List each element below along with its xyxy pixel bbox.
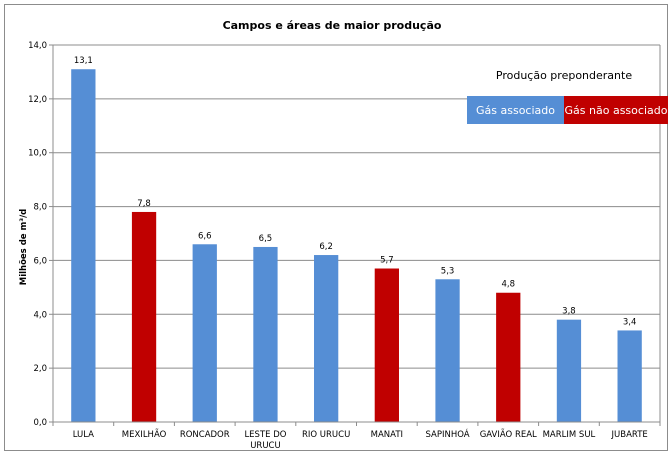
- y-tick-label: 2,0: [33, 364, 47, 374]
- bar-sapinho-: [435, 279, 460, 422]
- x-axis: LULA MEXILHÃO RONCADOR LESTE DO URUCU RIO URU…: [52, 421, 661, 451]
- bar-leste-do-urucu: [253, 246, 278, 422]
- x-tick-label: RONCADOR: [180, 430, 230, 440]
- data-label: 6,6: [198, 231, 212, 241]
- x-tick-label: MEXILHÃO: [122, 429, 167, 440]
- bar-rio-urucu: [314, 255, 339, 422]
- bar-gavi-o-real: [496, 292, 521, 422]
- bar-marlim-sul: [556, 319, 582, 422]
- x-tick-label: JUBARTE: [611, 430, 648, 440]
- x-tick-label: LULA: [73, 430, 94, 440]
- data-label: 5,7: [380, 256, 394, 266]
- bar-manati: [374, 268, 399, 422]
- bar-lula: [71, 69, 96, 422]
- y-axis-label: Milhões de m³/d: [19, 209, 29, 286]
- legend-title: Produção preponderante: [496, 69, 632, 82]
- x-tick-label: RIO URUCU: [302, 430, 350, 440]
- x-tick-label: SAPINHOÁ: [425, 428, 469, 440]
- legend-swatch-non_assoc: [564, 96, 668, 124]
- x-tick-label: GAVIÃO REAL: [480, 429, 537, 440]
- y-tick-label: 12,0: [28, 95, 47, 105]
- data-label: 3,4: [623, 317, 637, 327]
- y-tick-label: 4,0: [33, 310, 47, 320]
- data-label: 5,3: [441, 266, 455, 276]
- data-label: 3,8: [562, 307, 576, 317]
- x-tick-label: MARLIM SUL: [543, 430, 596, 440]
- bars: 13,1 7,8 6,6 6,5 6,2 5,7 5,3 4,8 3,8 3,4: [71, 56, 642, 422]
- bar-chart: Campos e áreas de maior produção 0,0 2,0 4…: [19, 19, 668, 451]
- data-label: 13,1: [74, 56, 93, 66]
- x-tick-label: LESTE DO URUCU: [244, 430, 286, 451]
- y-tick-label: 8,0: [33, 203, 47, 213]
- chart-title: Campos e áreas de maior produção: [223, 19, 442, 32]
- bar-roncador: [192, 244, 217, 422]
- chart-frame: Campos e áreas de maior produção 0,0 2,0 4…: [4, 4, 668, 451]
- data-label: 4,8: [501, 280, 515, 290]
- data-label: 7,8: [137, 199, 151, 209]
- legend-swatch-assoc: [467, 96, 564, 124]
- y-tick-label: 14,0: [28, 41, 47, 51]
- y-tick-label: 6,0: [33, 256, 47, 266]
- data-label: 6,5: [259, 234, 273, 244]
- y-axis: 0,0 2,0 4,0 6,0 8,0 10,0 12,0 14,0: [28, 41, 661, 428]
- legend: Produção preponderante Gás associado Gás …: [467, 69, 668, 124]
- data-label: 6,2: [319, 242, 333, 252]
- y-tick-label: 0,0: [33, 418, 47, 428]
- bar-jubarte: [617, 330, 642, 422]
- y-tick-label: 10,0: [28, 149, 47, 159]
- bar-mexilh-o: [131, 211, 157, 422]
- x-tick-label: MANATI: [371, 430, 403, 440]
- legend-label-assoc: Gás associado: [476, 104, 555, 117]
- legend-label-non_assoc: Gás não associado: [565, 104, 668, 117]
